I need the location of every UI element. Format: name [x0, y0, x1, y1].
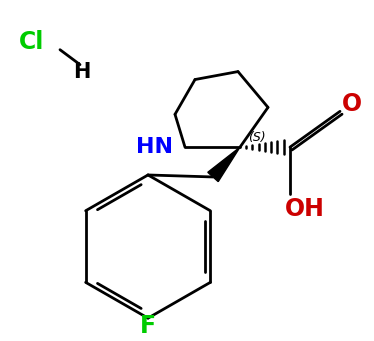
Text: Cl: Cl [19, 30, 45, 54]
Polygon shape [208, 147, 240, 182]
Text: (S): (S) [248, 131, 266, 144]
Text: H: H [73, 62, 91, 81]
Text: F: F [140, 314, 156, 338]
Text: O: O [342, 92, 362, 116]
Text: HN: HN [137, 137, 174, 157]
Text: OH: OH [285, 197, 325, 221]
